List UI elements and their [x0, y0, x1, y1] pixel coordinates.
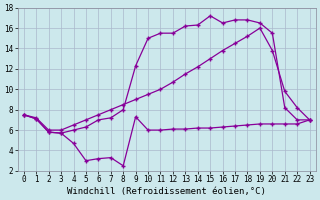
- X-axis label: Windchill (Refroidissement éolien,°C): Windchill (Refroidissement éolien,°C): [67, 187, 266, 196]
